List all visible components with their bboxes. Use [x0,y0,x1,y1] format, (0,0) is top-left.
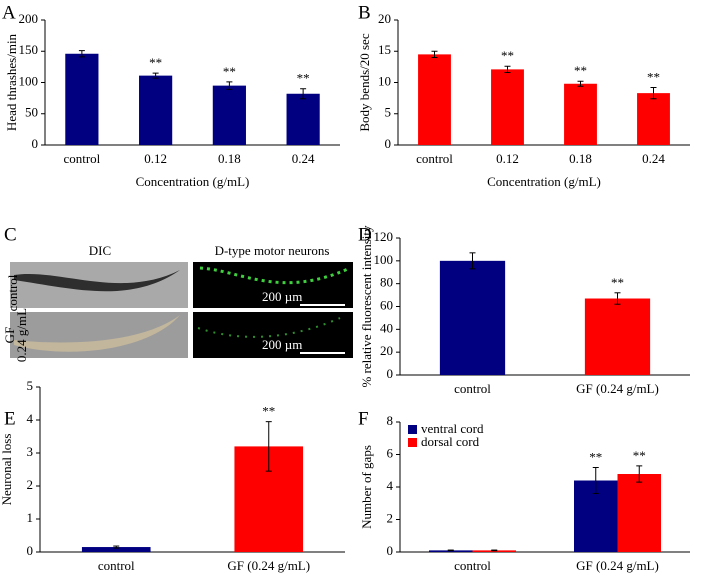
bar [65,53,99,145]
x-tick-label: control [416,151,453,166]
y-tick-label: 10 [378,73,391,88]
panel-label: E [4,408,16,429]
x-tick-label: 0.12 [144,151,167,166]
significance: ** [262,404,275,419]
scale-bar-label: 200 µm [262,337,302,352]
bar [637,93,670,145]
worm [14,270,180,292]
x-tick-label: GF (0.24 g/mL) [227,558,310,573]
y-tick-label: 20 [378,11,391,26]
y-tick-label: 6 [387,445,394,460]
bar [617,474,661,552]
significance: ** [647,69,660,84]
y-tick-label: 8 [387,413,394,428]
x-tick-label: 0.24 [642,151,665,166]
y-axis-title: Body bends/20 sec [357,33,372,131]
panel-label: B [358,2,371,23]
y-tick-label: 5 [385,105,392,120]
y-tick-label: 60 [380,297,393,312]
y-tick-label: 0 [387,366,394,381]
y-tick-label: 0 [387,543,394,558]
y-tick-label: 150 [19,42,39,57]
x-tick-label: GF (0.24 g/mL) [576,558,659,573]
y-tick-label: 80 [380,275,393,290]
y-tick-label: 4 [387,478,394,493]
row-label: GF [2,327,17,344]
x-tick-label: 0.24 [292,151,315,166]
bar [418,54,451,145]
worm [14,315,180,352]
significance: ** [633,448,646,463]
legend-label: dorsal cord [421,434,480,449]
bar [439,260,506,375]
y-tick-label: 2 [27,477,34,492]
neurons [199,266,351,285]
x-tick-label: GF (0.24 g/mL) [576,381,659,396]
x-tick-label: control [98,558,135,573]
x-tick-label: 0.12 [496,151,519,166]
x-tick-label: 0.18 [569,151,592,166]
y-tick-label: 4 [27,411,34,426]
y-tick-label: 100 [19,73,39,88]
y-tick-label: 0 [27,543,34,558]
y-axis-title: Head thrashes/min [4,33,19,131]
significance: ** [501,48,514,63]
dic-image [10,312,188,358]
scale-bar-label: 200 µm [262,289,302,304]
panel-c: C DIC D-type motor neurons 200 µm 200 µm… [2,224,353,362]
legend-swatch [408,438,417,447]
y-tick-label: 5 [27,378,34,393]
legend-swatch [408,425,417,434]
row-label: 0.24 g/mL [14,308,29,362]
panel-label: A [2,2,16,23]
significance: ** [223,64,236,79]
panel-label: D [358,224,372,245]
bar [139,75,173,145]
y-tick-label: 100 [374,252,394,267]
y-tick-label: 40 [380,320,393,335]
y-tick-label: 1 [27,510,34,525]
bar [212,85,246,145]
x-axis-title: Concentration (g/mL) [487,174,601,189]
legend-label: ventral cord [421,421,484,436]
significance: ** [297,71,310,86]
bar [584,298,651,375]
y-tick-label: 120 [374,229,394,244]
x-tick-label: control [454,381,491,396]
y-axis-title: % relative fluorescent intensity [359,225,374,388]
y-tick-label: 50 [25,105,38,120]
x-tick-label: control [63,151,100,166]
y-tick-label: 3 [27,444,34,459]
y-tick-label: 0 [32,136,39,151]
bar [81,547,151,552]
y-axis-title: Neuronal loss [0,434,14,506]
x-axis-title: Concentration (g/mL) [136,174,250,189]
y-tick-label: 0 [385,136,392,151]
fluorescence-image [193,312,353,358]
y-axis-title: Number of gaps [359,445,374,529]
panel-label: F [358,408,369,429]
x-tick-label: control [454,558,491,573]
x-tick-label: 0.18 [218,151,241,166]
bar [286,93,320,145]
y-tick-label: 2 [387,510,394,525]
significance: ** [574,63,587,78]
y-tick-label: 200 [19,11,39,26]
significance: ** [149,55,162,70]
y-tick-label: 20 [380,343,393,358]
column-title: D-type motor neurons [215,243,330,258]
bar [491,69,524,145]
row-label: control [5,274,20,311]
significance: ** [611,275,624,290]
y-tick-label: 15 [378,42,391,57]
fluorescence-image [193,262,353,308]
column-title: DIC [89,243,111,258]
bar [564,83,597,145]
panel-label: C [4,224,17,245]
significance: ** [589,449,602,464]
